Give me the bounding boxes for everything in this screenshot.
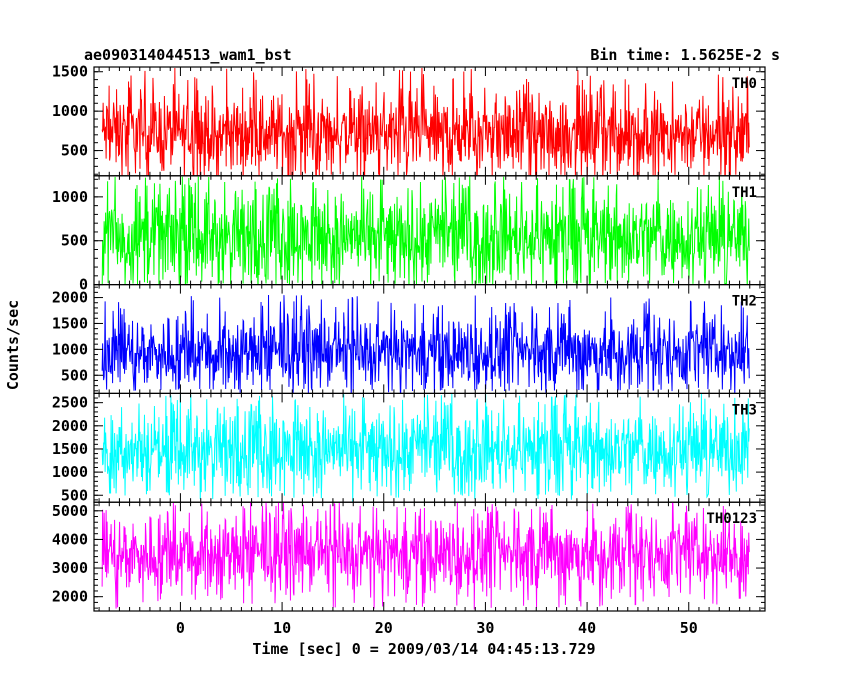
y-tick-label: 0 [79,276,88,294]
panel-label-th3: TH3 [732,402,757,418]
panel-th0: 500 1000 1500 TH0 [52,63,766,177]
y-tick-label: 1000 [52,188,88,206]
y-tick-label: 500 [61,486,88,504]
series-th3 [101,393,750,503]
x-axis-label: Time [sec] 0 = 2009/03/14 04:45:13.729 [252,640,595,658]
panel-label-th0: TH0 [732,76,757,92]
y-tick-label: 4000 [52,530,88,548]
panel-label-th2: TH2 [732,294,757,310]
y-tick-label: 1500 [52,63,88,81]
y-tick-label: 500 [61,232,88,250]
y-tick-label: 500 [61,366,88,384]
x-tick-label: 20 [375,619,393,637]
panel-th0123: 2000 3000 4000 5000 TH0123 [52,501,766,612]
y-axis-label: Counts/sec [4,300,22,390]
y-tick-label: 1000 [52,102,88,120]
bin-time-label: Bin time: 1.5625E-2 s [590,46,780,64]
y-tick-label: 500 [61,142,88,160]
y-tick-label: 2000 [52,588,88,606]
y-tick-label: 1500 [52,314,88,332]
y-tick-label: 2500 [52,394,88,412]
panel-label-th0123: TH0123 [706,511,757,527]
panel-th3: 500 1000 1500 2000 2500 TH3 [52,392,766,504]
chart-title: ae090314044513_wam1_bst [84,46,292,64]
panels-group: 500 1000 1500 TH0 0 500 1000 TH1 500 1000 1500 2000… [52,63,766,612]
series-th0 [101,68,750,176]
panel-th2: 500 1000 1500 2000 TH2 [52,284,766,395]
y-tick-label: 1000 [52,340,88,358]
y-tick-label: 3000 [52,559,88,577]
x-tick-label: 40 [578,619,596,637]
x-tick-label: 0 [176,619,185,637]
x-tick-label: 30 [476,619,494,637]
panel-label-th1: TH1 [732,185,757,201]
series-th2 [101,295,750,394]
series-th0123 [101,502,750,610]
y-tick-label: 1500 [52,440,88,458]
y-tick-label: 2000 [52,289,88,307]
x-tick-label: 10 [273,619,291,637]
series-th1 [101,175,750,285]
x-axis: 0 10 20 30 40 50 [176,619,698,637]
y-tick-label: 2000 [52,417,88,435]
panel-th1: 0 500 1000 TH1 [52,175,766,294]
y-tick-label: 5000 [52,502,88,520]
y-tick-label: 1000 [52,463,88,481]
x-tick-label: 50 [680,619,698,637]
